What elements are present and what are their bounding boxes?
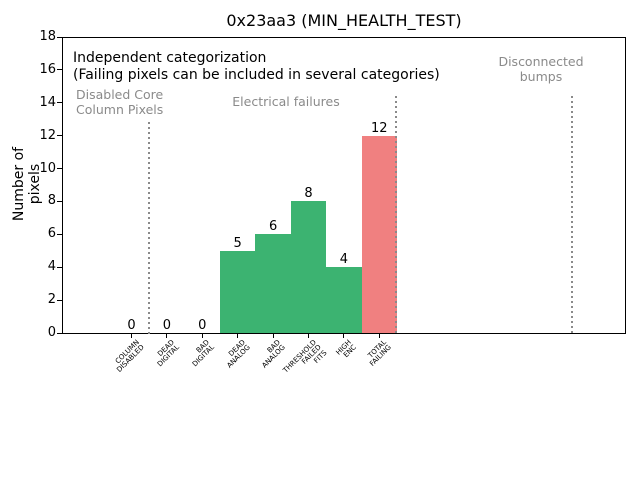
bar-value-label: 0 bbox=[198, 318, 207, 333]
annotation-independent-categorization: Independent categorization bbox=[73, 50, 267, 66]
y-tick-mark bbox=[57, 36, 62, 38]
bar-value-label: 8 bbox=[304, 186, 313, 202]
y-tick-label: 2 bbox=[47, 292, 56, 308]
y-tick-mark bbox=[57, 168, 62, 170]
section-separator-line bbox=[395, 96, 397, 334]
x-tick-mark bbox=[166, 334, 168, 338]
annotation-categories-note: (Failing pixels can be included in sever… bbox=[73, 67, 440, 83]
y-tick-mark bbox=[57, 135, 62, 137]
y-tick-label: 0 bbox=[47, 325, 56, 340]
y-tick-label: 18 bbox=[39, 29, 56, 44]
bar-value-label: 6 bbox=[268, 219, 278, 235]
y-tick-mark bbox=[57, 200, 62, 202]
bar-value-label: 0 bbox=[162, 318, 172, 333]
chart-title: 0x23aa3 (MIN_HEALTH_TEST) bbox=[226, 11, 462, 30]
y-tick-label: 14 bbox=[39, 94, 56, 110]
y-tick-mark bbox=[57, 102, 62, 104]
section-label-electrical-failures: Electrical failures bbox=[232, 94, 340, 109]
y-tick-mark bbox=[57, 332, 62, 334]
section-separator-line bbox=[148, 122, 150, 334]
bar-value-label: 4 bbox=[339, 252, 349, 268]
bar bbox=[326, 267, 362, 333]
y-tick-mark bbox=[57, 266, 62, 268]
y-tick-label: 8 bbox=[47, 193, 56, 209]
bar bbox=[361, 135, 397, 333]
x-tick-mark bbox=[378, 334, 380, 338]
x-tick-mark bbox=[201, 334, 203, 338]
bar bbox=[220, 250, 256, 333]
y-tick-label: 12 bbox=[39, 127, 56, 143]
bar bbox=[255, 234, 291, 333]
x-tick-mark bbox=[237, 334, 239, 338]
y-tick-mark bbox=[57, 69, 62, 71]
x-tick-mark bbox=[343, 334, 345, 338]
section-label-disconnected-bumps: Disconnected bumps bbox=[498, 54, 584, 84]
y-tick-label: 10 bbox=[39, 160, 56, 176]
x-tick-mark bbox=[131, 334, 132, 338]
x-tick-mark bbox=[308, 334, 309, 338]
bar-value-label: 0 bbox=[127, 318, 136, 333]
y-tick-mark bbox=[57, 299, 62, 301]
bar-value-label: 5 bbox=[233, 235, 242, 251]
y-tick-label: 6 bbox=[47, 226, 56, 242]
section-label-disabled-core-column-pixels: Disabled Core Column Pixels bbox=[76, 87, 164, 117]
y-tick-mark bbox=[57, 233, 62, 235]
y-tick-label: 4 bbox=[47, 259, 56, 275]
y-tick-label: 16 bbox=[39, 61, 56, 77]
y-axis-label: Number of pixels bbox=[11, 146, 43, 222]
bar-value-label: 12 bbox=[371, 120, 388, 136]
bar bbox=[290, 201, 327, 333]
x-tick-mark bbox=[272, 334, 274, 338]
section-separator-line bbox=[571, 96, 573, 334]
